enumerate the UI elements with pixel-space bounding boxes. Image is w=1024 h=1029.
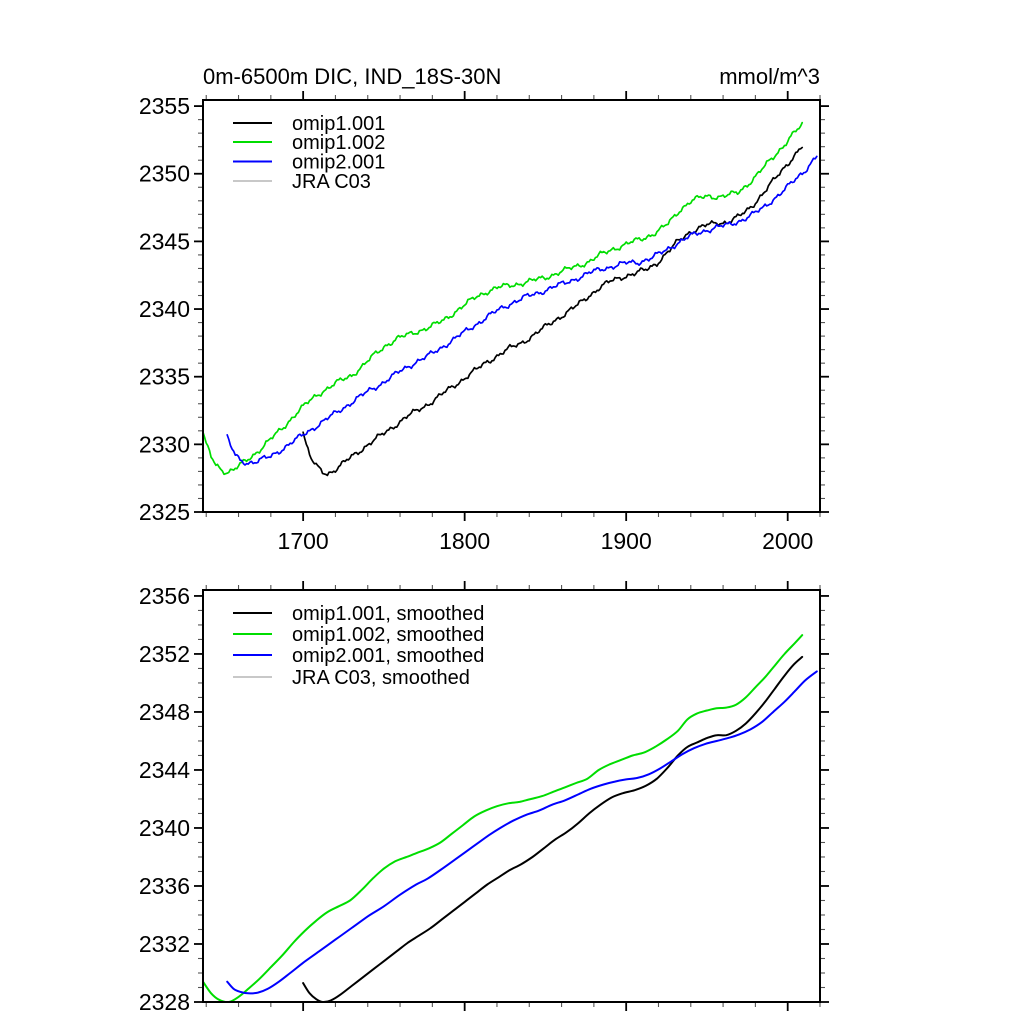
y-tick-label: 2352: [139, 641, 190, 667]
axis-ticks: [194, 91, 829, 521]
legend-label: omip1.002, smoothed: [292, 624, 484, 646]
y-tick-label: 2345: [139, 228, 190, 254]
panel-bottom: 2328 2332 2336 2340 2344 2348 2352 2356 omip1.00…: [139, 581, 829, 1015]
y-tick-label: 2325: [139, 499, 190, 525]
plot-frame: [202, 589, 821, 1003]
plot-frame: [202, 99, 821, 513]
series-line-omip1-001-smoothed: [302, 655, 804, 1002]
series-line-omip1-002-smoothed: [203, 634, 804, 1002]
y-tick-label: 2328: [139, 989, 190, 1015]
x-tick-label: 1700: [278, 528, 329, 554]
y-axis-labels: 2328 2332 2336 2340 2344 2348 2352 2356: [139, 583, 190, 1015]
x-axis-labels: 1700 1800 1900 2000: [278, 528, 814, 554]
series-line-omip1-002: [203, 121, 804, 476]
series-line-omip2-001-smoothed: [226, 670, 818, 995]
plot-title: 0m-6500m DIC, IND_18S-30N: [203, 64, 501, 89]
y-tick-label: 2340: [139, 815, 190, 841]
y-tick-label: 2336: [139, 873, 190, 899]
series-group: [203, 634, 818, 1002]
y-axis-labels: 2325 2330 2335 2340 2345 2350 2355: [139, 93, 190, 525]
legend-label: JRA C03: [292, 171, 371, 193]
legend-label: omip1.001: [292, 113, 385, 135]
legend-label: omip2.001: [292, 152, 385, 174]
y-tick-label: 2356: [139, 583, 190, 609]
legend-label: omip1.001, smoothed: [292, 603, 484, 625]
legend-label: omip2.001, smoothed: [292, 645, 484, 667]
legend-label: omip1.002: [292, 132, 385, 154]
y-tick-label: 2330: [139, 431, 190, 457]
x-tick-label: 1900: [601, 528, 652, 554]
y-tick-label: 2335: [139, 364, 190, 390]
y-tick-label: 2355: [139, 93, 190, 119]
y-tick-label: 2350: [139, 161, 190, 187]
panel-top: 2325 2330 2335 2340 2345 2350 2355 1700 1800 1900…: [139, 64, 829, 554]
units-label: mmol/m^3: [719, 64, 820, 89]
y-tick-label: 2340: [139, 296, 190, 322]
series-group: [203, 121, 818, 477]
y-tick-label: 2332: [139, 931, 190, 957]
series-line-omip2-001: [226, 155, 818, 466]
x-tick-label: 2000: [762, 528, 813, 554]
y-tick-label: 2348: [139, 699, 190, 725]
x-tick-label: 1800: [439, 528, 490, 554]
y-tick-label: 2344: [139, 757, 190, 783]
series-line-omip1-001: [302, 146, 804, 477]
legend-label: JRA C03, smoothed: [292, 667, 470, 689]
